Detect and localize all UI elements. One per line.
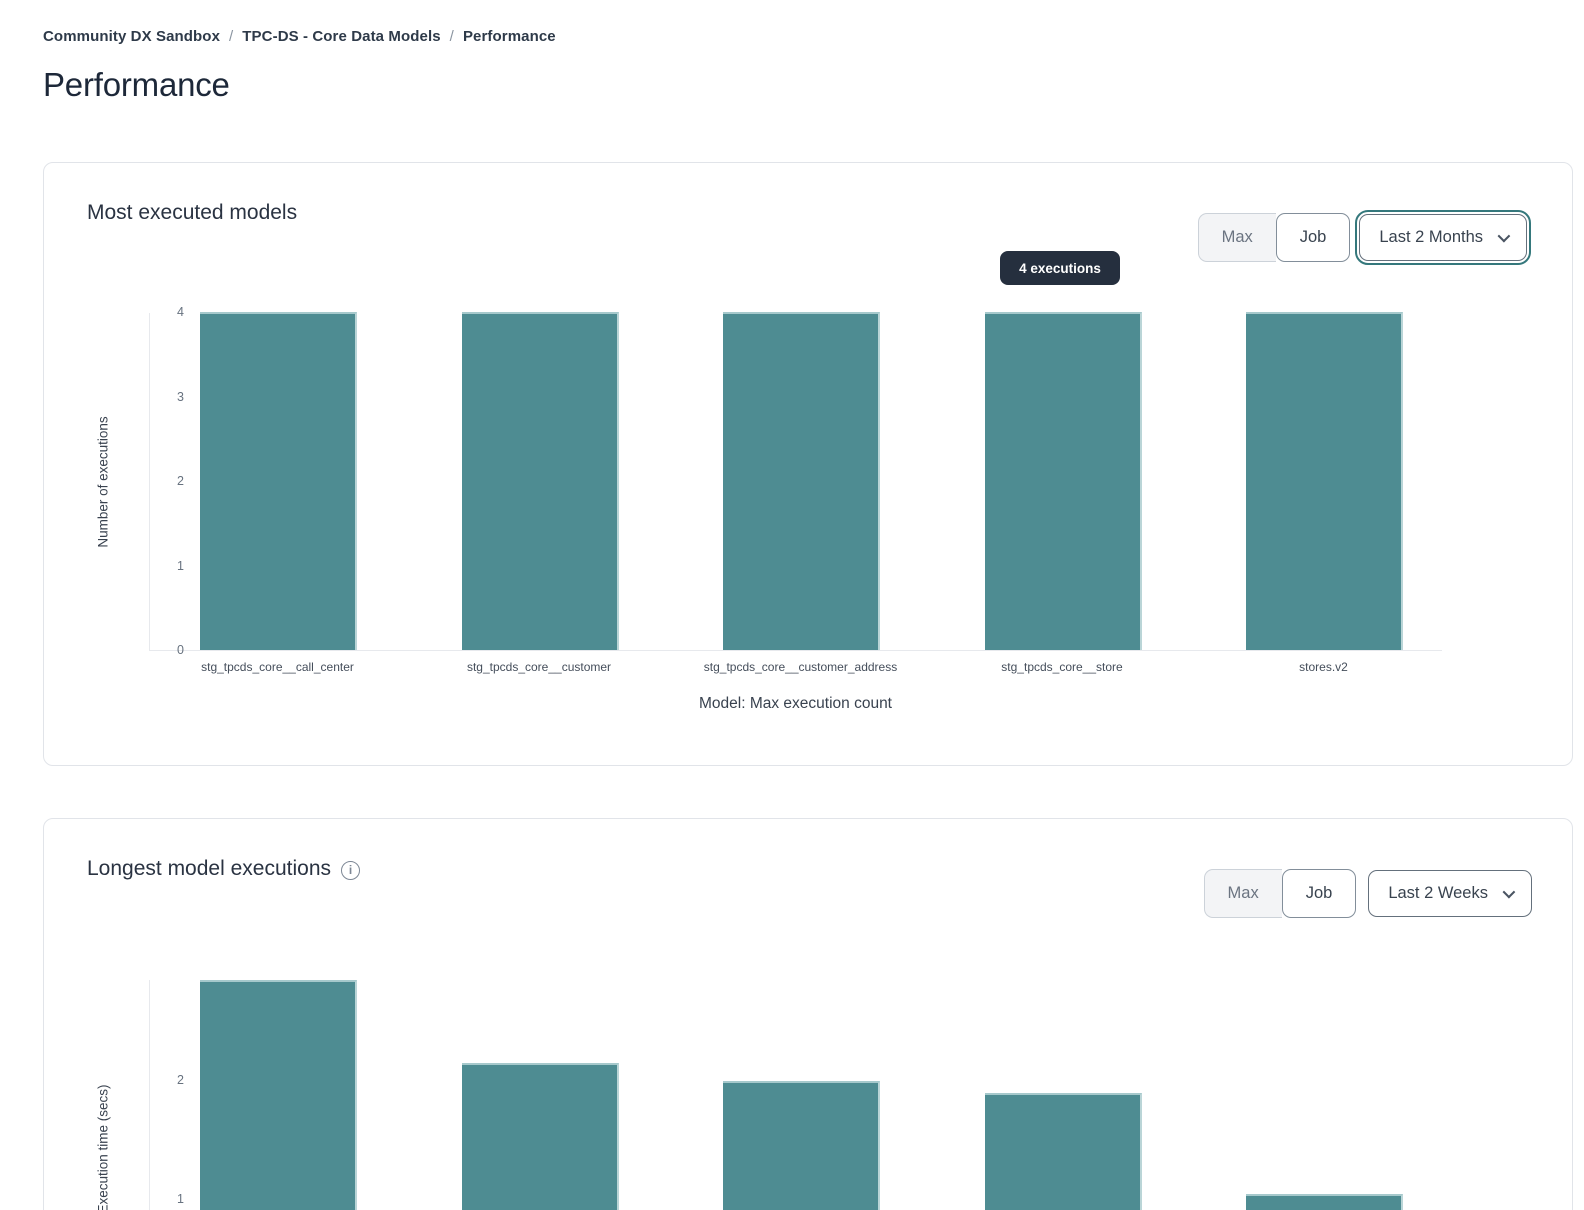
toggle-job-button[interactable]: Job <box>1281 869 1357 918</box>
bar[interactable] <box>723 312 880 650</box>
breadcrumb-separator: / <box>449 28 454 45</box>
y-tick-label: 2 <box>177 1073 184 1087</box>
period-dropdown[interactable]: Last 2 Months <box>1355 210 1531 265</box>
y-tick-label: 1 <box>177 1192 184 1206</box>
max-job-toggle: Max Job <box>1197 213 1351 262</box>
chart-title: Most executed models <box>87 201 297 225</box>
y-tick-label: 0 <box>177 643 184 657</box>
toggle-max-button[interactable]: Max <box>1197 213 1276 262</box>
breadcrumb: Community DX Sandbox / TPC-DS - Core Data … <box>43 28 556 45</box>
breadcrumb-item-models[interactable]: TPC-DS - Core Data Models <box>242 28 441 45</box>
most-executed-models-card: Most executed models Max Job Last 2 Mont… <box>43 162 1573 766</box>
max-job-toggle: Max Job <box>1203 869 1357 918</box>
y-axis-label: Number of executions <box>95 416 111 548</box>
bar[interactable] <box>723 1081 880 1210</box>
chevron-down-icon <box>1497 229 1511 243</box>
breadcrumb-item-project[interactable]: Community DX Sandbox <box>43 28 221 45</box>
bar[interactable] <box>1246 312 1403 650</box>
chart-controls: Max Job Last 2 Weeks <box>1203 869 1532 918</box>
x-tick-label: stg_tpcds_core__call_center <box>201 660 354 674</box>
x-tick-label: stg_tpcds_core__customer_address <box>703 660 898 674</box>
y-tick-label: 2 <box>177 474 184 488</box>
chart-title-text: Longest model executions <box>87 857 331 880</box>
x-tick-label: stg_tpcds_core__customer <box>466 660 612 674</box>
info-icon[interactable]: i <box>341 860 360 880</box>
x-tick-label: stg_tpcds_core__store <box>1001 660 1123 674</box>
bar[interactable] <box>200 980 357 1210</box>
chart-controls: Max Job Last 2 Months <box>1197 210 1531 265</box>
bar-chart-plot <box>149 312 1442 651</box>
period-dropdown-value: Last 2 Months <box>1379 228 1483 246</box>
breadcrumb-item-performance: Performance <box>462 28 556 45</box>
bar-tooltip: 4 executions <box>1000 251 1120 285</box>
y-tick-label: 3 <box>177 389 184 404</box>
y-axis-label: Execution time (secs) <box>95 1084 111 1210</box>
toggle-job-button[interactable]: Job <box>1275 213 1351 262</box>
toggle-max-button[interactable]: Max <box>1203 869 1282 918</box>
period-dropdown[interactable]: Last 2 Weeks <box>1368 870 1532 917</box>
bar[interactable] <box>984 312 1142 650</box>
period-dropdown-value: Last 2 Weeks <box>1388 884 1488 902</box>
bar[interactable] <box>461 1063 619 1210</box>
bar[interactable] <box>1246 1194 1403 1210</box>
x-axis-title: Model: Max execution count <box>699 695 892 712</box>
longest-model-executions-card: Longest model executions i Max Job Last … <box>43 818 1573 1210</box>
page-title: Performance <box>43 66 230 103</box>
breadcrumb-separator: / <box>229 28 234 45</box>
chart-title-text: Most executed models <box>87 201 298 224</box>
chevron-down-icon <box>1502 885 1516 899</box>
bar[interactable] <box>984 1093 1142 1210</box>
y-tick-label: 1 <box>177 558 184 573</box>
bar-chart-plot <box>149 980 1442 1210</box>
x-tick-label: stores.v2 <box>1299 660 1348 674</box>
chart-title: Longest model executions i <box>87 857 360 881</box>
bar[interactable] <box>200 312 357 650</box>
y-tick-label: 4 <box>177 305 184 319</box>
bar[interactable] <box>461 312 619 650</box>
